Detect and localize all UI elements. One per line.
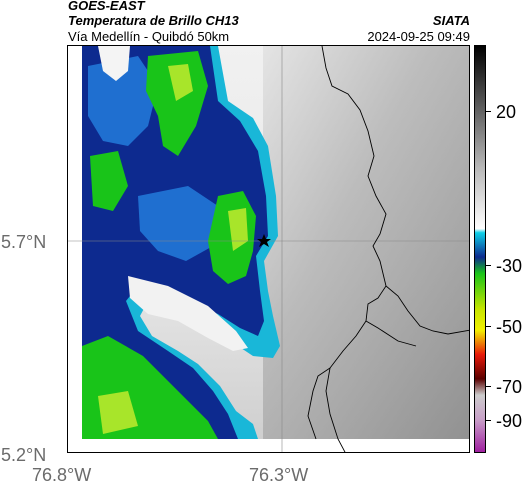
colorbar-label-20: 20 [496,102,517,122]
location-subtitle: Vía Medellín - Quibdó 50km [68,29,230,44]
colorbar-tick [486,386,491,387]
lat-label-5.2: 5.2°N [1,445,47,465]
product-title: Temperatura de Brillo CH13 [68,13,239,28]
colorbar [474,45,486,453]
colorbar-label-minus30: -30 [496,256,523,276]
colorbar-tick [486,111,491,112]
colorbar-tick [486,326,491,327]
colorbar-tick [486,265,491,266]
lat-label-5.7: 5.7°N [1,232,47,252]
satellite-map [67,45,470,453]
colorbar-tick [486,420,491,421]
colorbar-label-minus90: -90 [496,411,523,431]
satellite-title: GOES-EAST [68,0,145,13]
colorbar-gradient [475,46,485,452]
organization-label: SIATA [432,13,470,28]
administrative-boundary [321,46,469,335]
lon-label-76.8: 76.8°W [32,465,92,485]
coldest-cloud-patches [146,51,208,156]
colorbar-label-minus70: -70 [496,377,523,397]
location-star-icon [257,234,271,247]
lon-label-76.3: 76.3°W [249,465,309,485]
timestamp-label: 2024-09-25 09:49 [367,29,470,44]
map-graphic [68,46,469,452]
colorbar-label-minus50: -50 [496,317,523,337]
